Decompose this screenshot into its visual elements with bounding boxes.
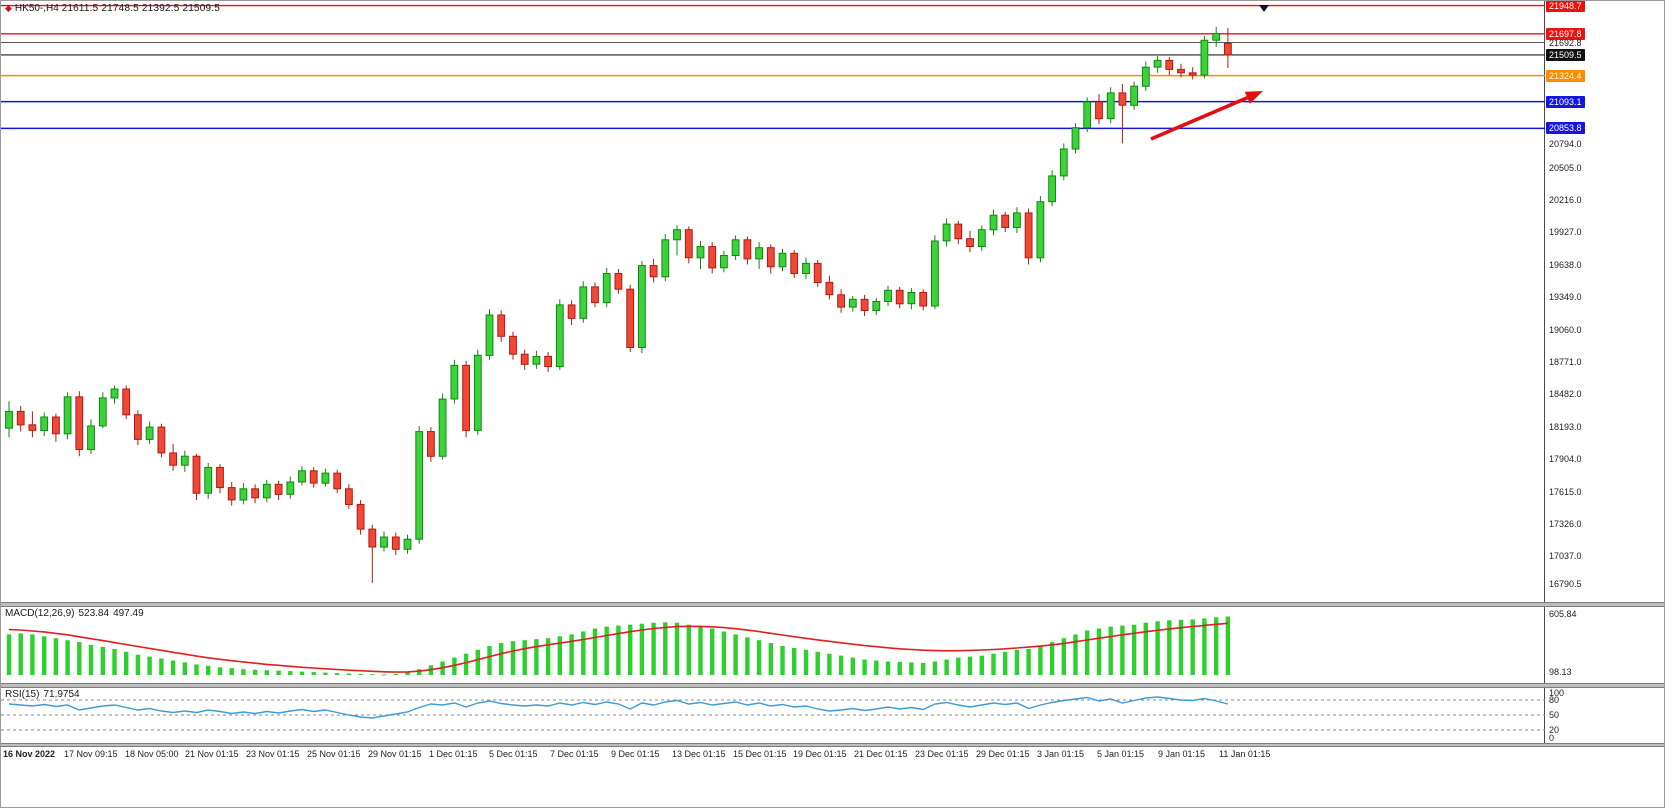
time-label: 1 Dec 01:15: [429, 749, 478, 759]
symbol-ohlc-readout: ◆ HK50-,H4 21611.5 21748.5 21392.5 21509.…: [5, 3, 220, 14]
price-tag: 21509.5: [1546, 49, 1585, 61]
time-label: 21 Nov 01:15: [185, 749, 239, 759]
price-tag: 20853.8: [1546, 122, 1585, 134]
main-chart-panel[interactable]: ◆ HK50-,H4 21611.5 21748.5 21392.5 21509.…: [1, 1, 1545, 602]
bar-marker-icon: [1259, 5, 1269, 12]
time-label: 29 Dec 01:15: [976, 749, 1030, 759]
price-scale-label: 17904.0: [1549, 454, 1582, 464]
macd-signal-value: 497.49: [113, 608, 144, 619]
price-tag: 21324.4: [1546, 70, 1585, 82]
time-label: 25 Nov 01:15: [307, 749, 361, 759]
rsi-header: RSI(15) 71.9754: [5, 689, 84, 700]
rsi-value: 71.9754: [43, 689, 80, 700]
time-label: 21 Dec 01:15: [854, 749, 908, 759]
panel-separator[interactable]: [1, 602, 1664, 607]
rsi-scale-label: 20: [1549, 725, 1560, 735]
rsi-chart[interactable]: [1, 688, 1545, 743]
time-label: 19 Dec 01:15: [793, 749, 847, 759]
level-lines-layer: [1, 4, 1545, 130]
time-label: 17 Nov 09:15: [64, 749, 118, 759]
price-scale-label: 20794.0: [1549, 139, 1582, 149]
price-scale-label: 20216.0: [1549, 195, 1582, 205]
candles-layer: [5, 26, 1232, 583]
macd-value: 523.84: [78, 608, 110, 619]
macd-chart[interactable]: [1, 607, 1545, 683]
macd-scale-label: 98.13: [1549, 667, 1572, 677]
price-scale-label: 17615.0: [1549, 487, 1582, 497]
price-scale-label: 18193.0: [1549, 422, 1582, 432]
price-scale-label: 19060.0: [1549, 325, 1582, 335]
time-label: 23 Nov 01:15: [246, 749, 300, 759]
rsi-axis[interactable]: 100 80 50 20 0: [1546, 688, 1664, 743]
ohlc-values: 21611.5 21748.5 21392.5 21509.5: [61, 3, 220, 14]
rsi-label: RSI(15): [5, 689, 40, 700]
macd-histogram-layer: [6, 616, 1231, 676]
time-label: 5 Dec 01:15: [489, 749, 538, 759]
price-scale-label: 19927.0: [1549, 227, 1582, 237]
rsi-scale-label: 0: [1549, 733, 1555, 743]
price-scale-label: 20505.0: [1549, 163, 1582, 173]
symbol-name: HK50-,H4: [14, 3, 59, 14]
time-label: 18 Nov 05:00: [125, 749, 179, 759]
price-scale-label: 21692.8: [1549, 38, 1582, 48]
time-label: 5 Jan 01:15: [1097, 749, 1145, 759]
panel-separator[interactable]: [1, 683, 1664, 688]
time-label: 13 Dec 01:15: [672, 749, 726, 759]
macd-signal-line: [8, 622, 1228, 673]
rsi-scale-label: 50: [1549, 710, 1560, 720]
price-axis[interactable]: 21948.7 21697.8 21509.5 21324.4 21093.1 20853…: [1546, 1, 1664, 602]
macd-axis[interactable]: 605.84 98.13: [1546, 607, 1664, 683]
price-tag: 21948.7: [1546, 1, 1585, 12]
macd-scale-label: 605.84: [1549, 609, 1577, 619]
time-label: 16 Nov 2022: [3, 749, 56, 759]
price-scale-label: 17326.0: [1549, 519, 1582, 529]
price-scale-label: 18482.0: [1549, 389, 1582, 399]
macd-panel[interactable]: MACD(12,26,9) 523.84 497.49: [1, 607, 1545, 683]
price-tag: 21093.1: [1546, 96, 1585, 108]
rsi-panel[interactable]: RSI(15) 71.9754: [1, 688, 1545, 743]
price-scale-label: 19349.0: [1549, 292, 1582, 302]
symbol-icon: ◆: [5, 3, 12, 13]
trend-arrow: [1150, 91, 1263, 141]
price-tag: 21697.8: [1546, 28, 1585, 40]
price-scale-label: 19638.0: [1549, 260, 1582, 270]
panel-separator: [1, 743, 1664, 747]
macd-label: MACD(12,26,9): [5, 608, 75, 619]
time-label: 9 Jan 01:15: [1158, 749, 1206, 759]
rsi-scale-label: 80: [1549, 695, 1560, 705]
time-label: 23 Dec 01:15: [915, 749, 969, 759]
time-axis[interactable]: 16 Nov 2022 17 Nov 09:15 18 Nov 05:00 21 No…: [1, 747, 1664, 807]
time-label: 15 Dec 01:15: [733, 749, 787, 759]
time-label: 29 Nov 01:15: [368, 749, 422, 759]
time-label: 11 Jan 01:15: [1219, 749, 1271, 759]
time-label: 7 Dec 01:15: [550, 749, 599, 759]
macd-header: MACD(12,26,9) 523.84 497.49: [5, 608, 148, 619]
price-scale-label: 18771.0: [1549, 357, 1582, 367]
price-scale-label: 16790.5: [1549, 579, 1582, 589]
time-label: 3 Jan 01:15: [1037, 749, 1085, 759]
rsi-line: [8, 696, 1229, 719]
price-scale-label: 17037.0: [1549, 551, 1582, 561]
time-label: 9 Dec 01:15: [611, 749, 660, 759]
candlestick-chart[interactable]: [1, 1, 1545, 602]
rsi-scale-label: 100: [1549, 688, 1565, 698]
